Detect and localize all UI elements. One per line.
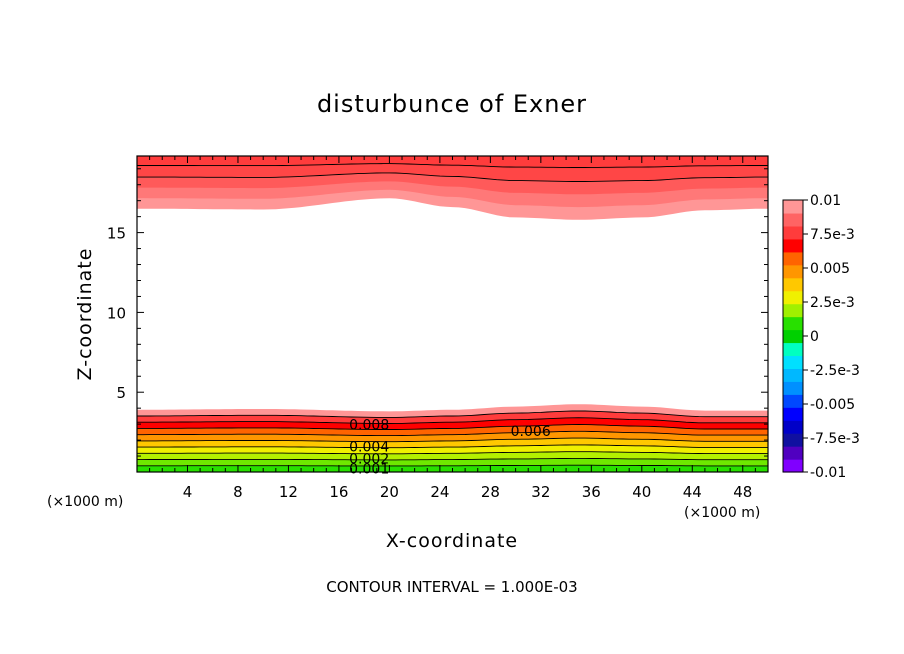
x-tick-label: 20 [380,483,399,501]
colorbar-swatch [783,394,803,408]
colorbar-swatch [783,329,803,344]
colorbar-tick-label: -2.5e-3 [810,363,860,379]
colorbar-swatch [783,277,803,292]
colorbar-swatch [783,212,803,227]
x-tick-label: 36 [582,483,601,501]
x-tick-label: 12 [279,483,298,501]
contour-line [137,163,768,168]
contour-line [137,457,768,461]
colorbar-swatch [783,459,803,473]
colorbar-tick-label: 0.01 [810,193,841,209]
colorbar-swatch [783,420,803,434]
contour-line [137,424,768,430]
x-axis: 4 8 12 16 20 24 28 32 36 40 44 48 [136,156,769,501]
contour-fill [137,156,768,472]
colorbar-swatch [783,303,803,318]
x-axis-label: X-coordinate [386,530,518,552]
colorbar-tick-label: 0 [810,329,819,345]
colorbar-tick-label: -7.5e-3 [810,431,860,447]
contour-label: 0.002 [349,452,389,468]
colorbar-swatch [783,225,803,240]
y-tick-label: 15 [107,225,126,243]
x-tick-label: 48 [733,483,752,501]
colorbar-swatch [783,433,803,447]
colorbar-swatch [783,368,803,382]
contour-line [137,437,768,443]
contour-lines [137,163,768,467]
y-unit-label: (×1000 m) [47,494,123,510]
x-tick-label: 8 [233,483,243,501]
contour-line [137,172,768,182]
x-tick-label: 16 [329,483,348,501]
contour-line [137,430,768,437]
x-tick-label: 40 [632,483,651,501]
colorbar-tick-label: 7.5e-3 [810,227,855,243]
colorbar-swatch [783,290,803,305]
contour-line [137,451,768,455]
contour-line [137,410,768,418]
contour-interval-note: CONTOUR INTERVAL = 1.000E-03 [326,578,577,596]
x-tick-label: 24 [430,483,449,501]
colorbar-swatch [783,407,803,421]
x-unit-label: (×1000 m) [684,505,760,521]
x-tick-label: 32 [531,483,550,501]
contour-line [137,444,768,449]
colorbar-tick-label: -0.01 [810,465,846,481]
y-axis-label: Z-coordinate [74,248,96,381]
colorbar-swatch [783,446,803,460]
colorbar-swatch [783,342,803,357]
colorbar-swatch [783,381,803,395]
y-tick-label: 10 [107,304,126,322]
colorbar: 0.01 7.5e-3 0.005 2.5e-3 0 -2.5e-3 -0.005 -7.5e… [782,193,860,481]
colorbar-swatch [783,264,803,279]
contour-line [137,417,768,424]
colorbar-swatch [783,200,803,214]
contour-line [137,464,768,467]
x-tick-label: 44 [683,483,702,501]
y-tick-label: 5 [116,384,126,402]
x-tick-label: 28 [481,483,500,501]
colorbar-tick-label: -0.005 [810,397,855,413]
contour-label: 0.004 [349,440,389,456]
colorbar-tick-label: 2.5e-3 [810,295,855,311]
colorbar-tick-label: 0.005 [810,261,850,277]
x-tick-label: 4 [183,483,193,501]
chart-title: disturbunce of Exner [317,90,587,118]
y-axis: 5 10 15 [107,168,768,457]
colorbar-swatch [783,238,803,253]
colorbar-swatch [783,316,803,331]
contour-label: 0.006 [511,424,551,440]
contour-label: 0.008 [349,418,389,434]
contour-label: 0.001 [349,461,389,477]
colorbar-swatch [783,251,803,266]
colorbar-swatch [783,355,803,369]
